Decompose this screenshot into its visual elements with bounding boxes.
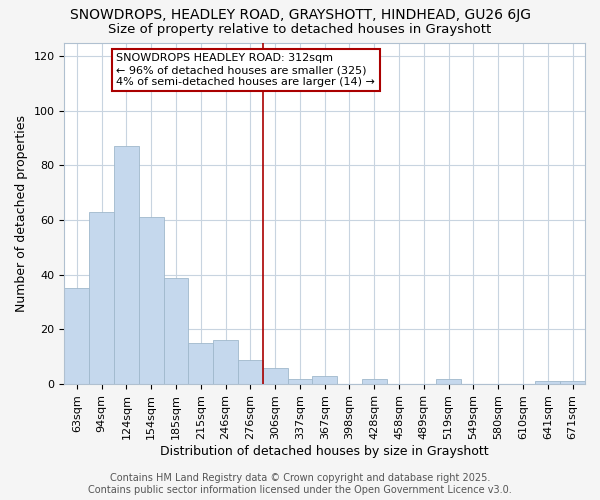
Bar <box>213 340 238 384</box>
Bar <box>287 378 313 384</box>
Bar <box>238 360 263 384</box>
Bar <box>164 278 188 384</box>
Bar <box>313 376 337 384</box>
Bar <box>188 343 213 384</box>
Bar <box>362 378 386 384</box>
X-axis label: Distribution of detached houses by size in Grayshott: Distribution of detached houses by size … <box>160 444 489 458</box>
Bar <box>139 218 164 384</box>
Bar <box>89 212 114 384</box>
Bar <box>114 146 139 384</box>
Bar <box>535 382 560 384</box>
Bar <box>64 288 89 384</box>
Bar <box>560 382 585 384</box>
Text: Size of property relative to detached houses in Grayshott: Size of property relative to detached ho… <box>109 22 491 36</box>
Text: Contains HM Land Registry data © Crown copyright and database right 2025.
Contai: Contains HM Land Registry data © Crown c… <box>88 474 512 495</box>
Bar <box>436 378 461 384</box>
Y-axis label: Number of detached properties: Number of detached properties <box>15 115 28 312</box>
Text: SNOWDROPS, HEADLEY ROAD, GRAYSHOTT, HINDHEAD, GU26 6JG: SNOWDROPS, HEADLEY ROAD, GRAYSHOTT, HIND… <box>70 8 530 22</box>
Text: SNOWDROPS HEADLEY ROAD: 312sqm
← 96% of detached houses are smaller (325)
4% of : SNOWDROPS HEADLEY ROAD: 312sqm ← 96% of … <box>116 54 376 86</box>
Bar <box>263 368 287 384</box>
